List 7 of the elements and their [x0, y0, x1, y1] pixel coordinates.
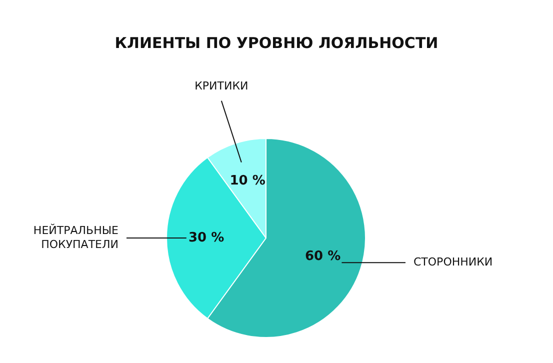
data-label: 30 %: [188, 230, 224, 246]
slice-label: НЕЙТРАЛЬНЫЕ ПОКУПАТЕЛИ: [33, 222, 119, 251]
chart-title: КЛИЕНТЫ ПО УРОВНЮ ЛОЯЛЬНОСТИ: [114, 34, 440, 52]
slice-label: СТОРОННИКИ: [414, 255, 493, 268]
data-label: 60 %: [304, 248, 341, 264]
data-label: 10 %: [230, 174, 266, 189]
slice-label: КРИТИКИ: [194, 80, 248, 93]
